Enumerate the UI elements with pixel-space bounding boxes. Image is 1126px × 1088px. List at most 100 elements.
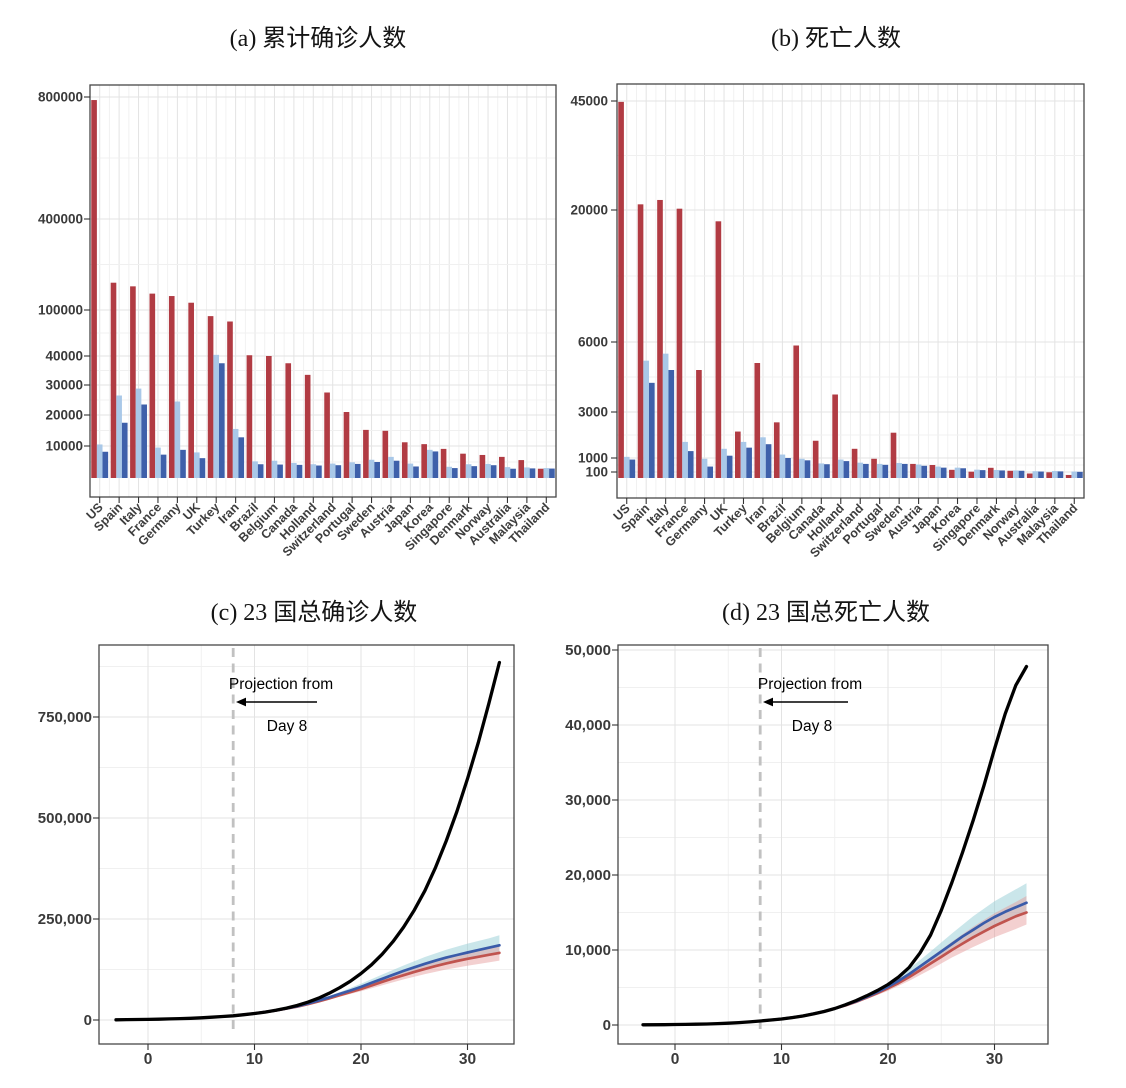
y-tick-label: 400000 <box>38 212 83 227</box>
bar-belgium-reported <box>793 345 800 478</box>
bar-switzerland-reported <box>324 392 330 478</box>
bar-switzerland-model-dark <box>863 463 869 478</box>
x-axis: 0 10 20 30 <box>671 1044 1003 1068</box>
bar-thailand-model-light <box>543 468 550 478</box>
y-tick-label: 10,000 <box>565 942 611 959</box>
bar-australia-model-light <box>504 467 511 478</box>
bar-austria-model-light <box>388 456 394 478</box>
panel-b-title: (b) 死亡人数 <box>771 25 901 52</box>
x-tick-label: 30 <box>459 1051 476 1068</box>
bar-singapore-model-dark <box>979 470 986 478</box>
x-axis: 0 10 20 30 <box>144 1044 476 1068</box>
bar-norway-reported <box>1007 470 1014 478</box>
line-no-intervention <box>641 664 1029 1027</box>
bar-korea-model-light <box>426 449 433 478</box>
bar-austria-model-light <box>915 464 922 478</box>
y-tick-label: 20000 <box>570 203 608 218</box>
bar-thailand-model-dark <box>1077 471 1083 478</box>
bar-norway-model-dark <box>1018 470 1025 478</box>
bar-germany-reported <box>696 370 702 478</box>
bar-spain-reported <box>110 282 117 478</box>
bar-australia-model-light <box>1032 471 1039 478</box>
panel-border <box>616 83 1085 499</box>
bar-belgium-model-light <box>799 458 805 478</box>
y-tick-label: 30000 <box>45 378 83 393</box>
bar-switzerland-model-dark <box>335 465 342 478</box>
bar-thailand-model-light <box>1071 471 1078 478</box>
bar-turkey-reported <box>735 431 741 478</box>
bar-italy-model-dark <box>141 404 147 478</box>
y-tick-label: 40000 <box>45 349 83 364</box>
annotation-text-day8-c: Day 8 <box>267 718 308 735</box>
bar-korea-model-dark <box>960 468 966 478</box>
bar-italy-reported <box>130 286 136 478</box>
bar-thailand-model-dark <box>549 468 555 478</box>
y-axis: 0 250,000 500,000 750,000 <box>38 709 99 1029</box>
x-tick-label: 10 <box>773 1051 790 1068</box>
bar-italy-model-dark <box>668 370 675 478</box>
bar-denmark-reported <box>460 453 466 478</box>
bar-france-model-light <box>155 447 161 478</box>
bar-austria-reported <box>910 463 916 478</box>
bar-portugal-model-light <box>349 462 355 478</box>
bar-japan-model-light <box>407 463 414 478</box>
bar-singapore-model-light <box>446 466 453 478</box>
bar-malaysia-model-light <box>1051 471 1058 478</box>
bar-turkey-model-dark <box>219 363 225 478</box>
bar-germany-model-light <box>174 401 181 478</box>
bar-france-reported <box>149 293 156 478</box>
bar-holland-reported <box>304 374 311 478</box>
bar-us-model-light <box>96 444 103 478</box>
y-tick-label: 30,000 <box>565 792 611 809</box>
bar-malaysia-model-light <box>524 467 530 478</box>
y-tick-label: 0 <box>603 1017 611 1034</box>
bar-singapore-model-dark <box>452 468 458 478</box>
bar-malaysia-reported <box>1046 472 1052 478</box>
bar-canada-reported <box>285 363 292 478</box>
bar-uk-model-light <box>193 452 200 478</box>
bar-uk-model-dark <box>199 458 206 478</box>
bar-holland-reported <box>832 394 838 478</box>
bar-uk-reported <box>188 302 194 478</box>
y-tick-label: 800000 <box>38 90 83 105</box>
x-tick-label: 20 <box>352 1051 369 1068</box>
bar-denmark-model-light <box>993 469 1000 478</box>
bar-brazil-model-dark <box>785 458 791 478</box>
bar-austria-model-dark <box>921 465 928 478</box>
bars <box>91 100 555 479</box>
bar-malaysia-reported <box>518 460 525 478</box>
ribbon-blue-band <box>297 935 500 1007</box>
bar-denmark-model-dark <box>471 466 478 478</box>
bar-holland-model-light <box>310 464 317 478</box>
y-tick-label: 20,000 <box>565 867 611 884</box>
y-tick-label: 750,000 <box>38 709 92 726</box>
bar-iran-reported <box>754 363 761 478</box>
bar-france-model-light <box>682 441 688 478</box>
bar-sweden-model-dark <box>374 462 380 478</box>
annotation-arrowhead-c <box>236 697 246 707</box>
bar-uk-model-dark <box>726 455 733 478</box>
bar-japan-reported <box>401 442 408 478</box>
gridlines <box>90 85 556 497</box>
bar-belgium-model-dark <box>804 460 811 478</box>
bar-malaysia-model-dark <box>529 468 536 478</box>
bar-japan-model-light <box>935 466 941 478</box>
bar-germany-model-light <box>701 458 708 478</box>
bar-canada-reported <box>812 440 819 478</box>
bar-malaysia-model-dark <box>1057 471 1064 478</box>
bar-us-model-dark <box>629 459 636 478</box>
annotation-text-projection-c: Projection from <box>229 676 333 693</box>
panel-c-total-confirmed-lines: 0 250,000 500,000 750,000 0 10 20 30 <box>38 644 515 1068</box>
y-tick-label: 1000 <box>578 451 608 466</box>
bar-belgium-model-dark <box>277 464 283 478</box>
bar-spain-reported <box>637 204 644 478</box>
y-tick-label: 20000 <box>45 408 83 423</box>
x-tick-label: 20 <box>879 1051 896 1068</box>
gridlines <box>99 645 514 1044</box>
bar-spain-model-dark <box>121 422 128 478</box>
bar-iran-model-light <box>232 428 239 478</box>
bar-brazil-reported <box>246 355 253 478</box>
bar-switzerland-model-light <box>329 463 336 478</box>
